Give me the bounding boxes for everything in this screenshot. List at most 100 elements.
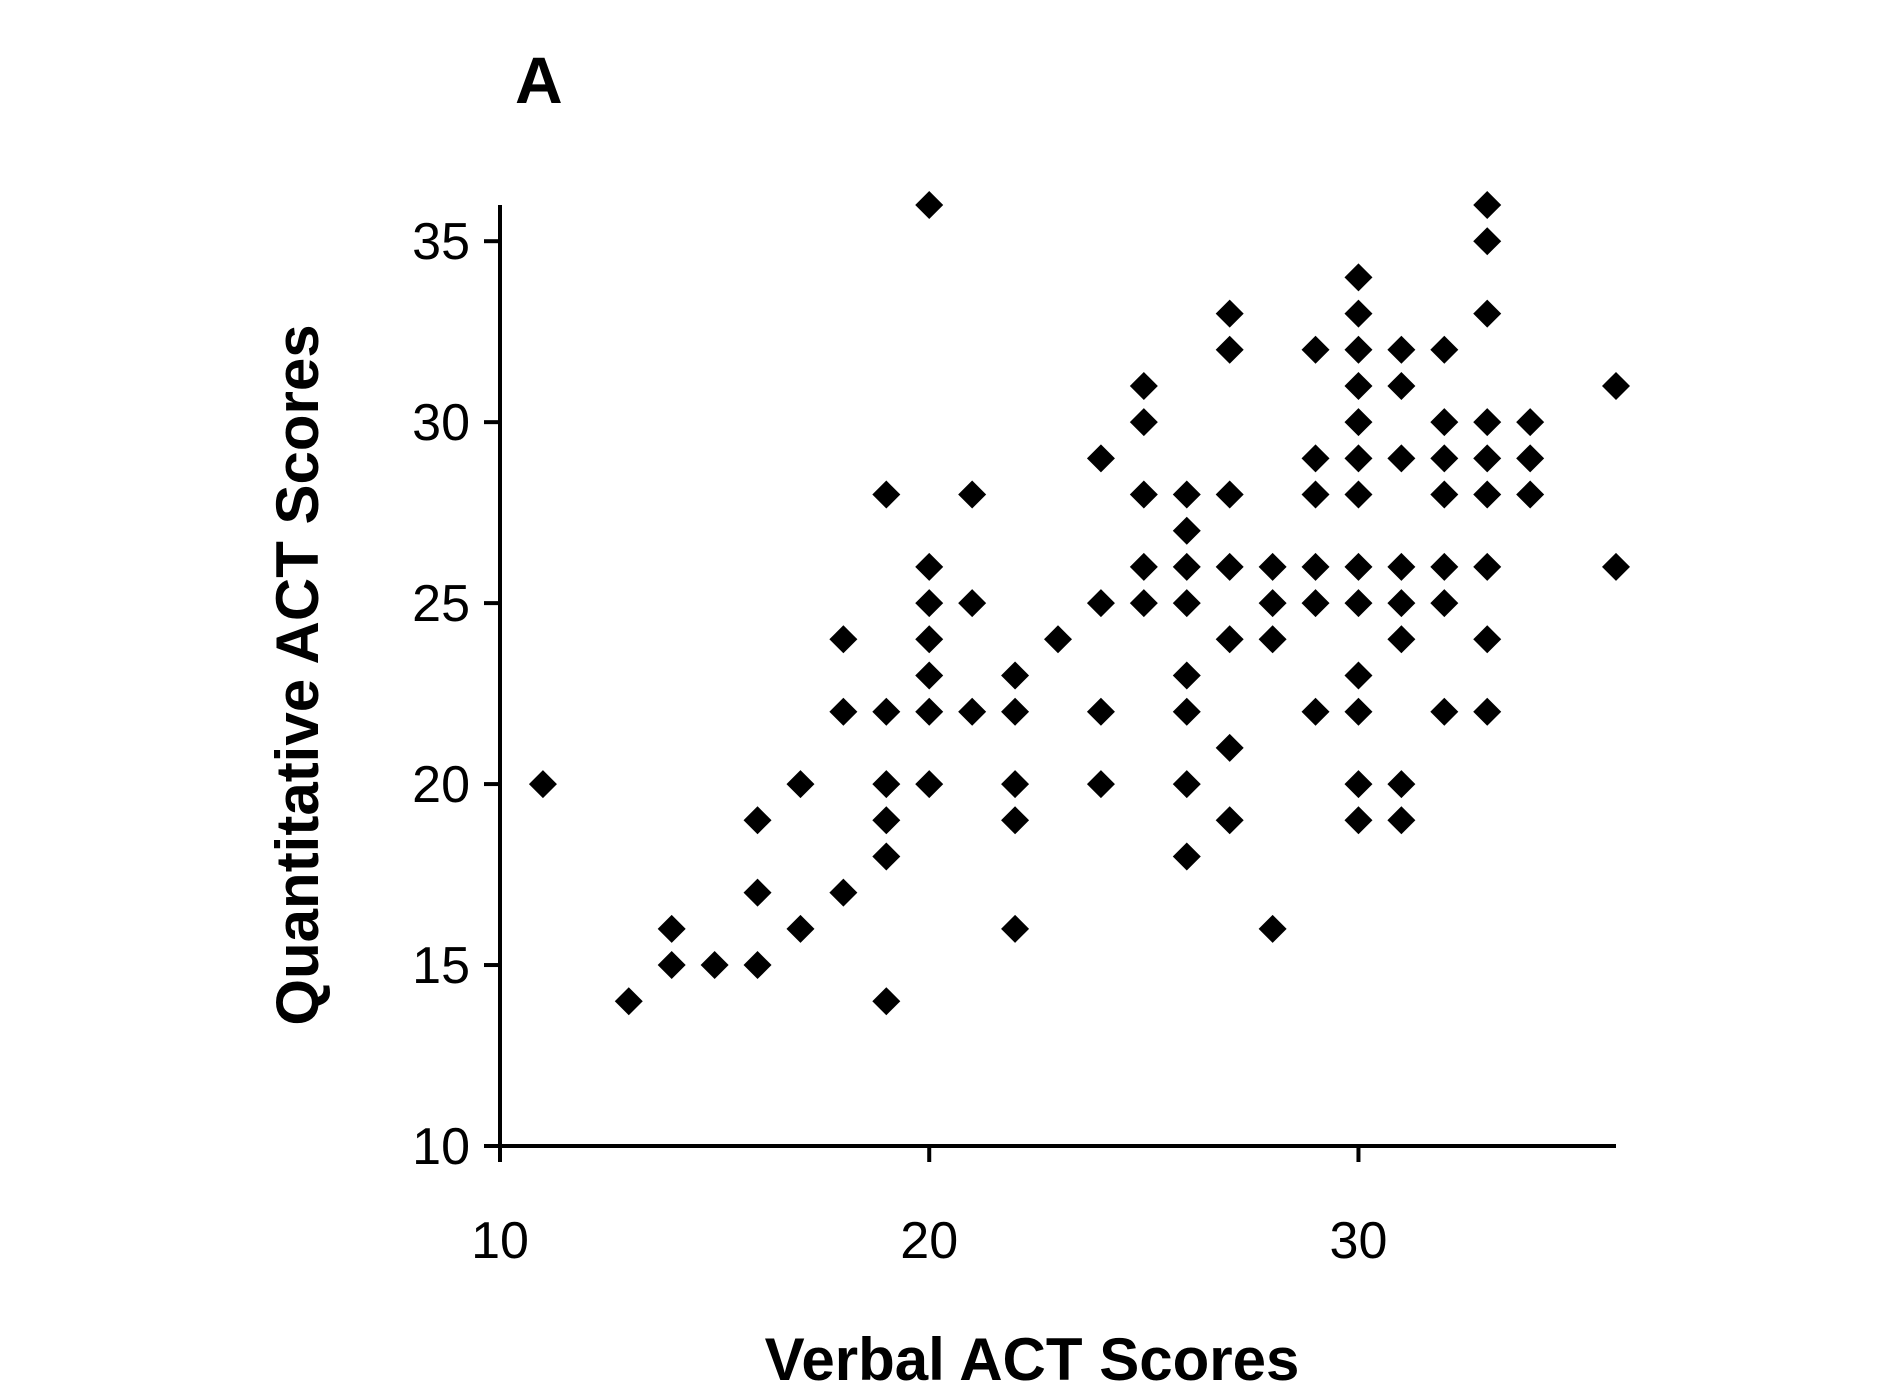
data-point bbox=[829, 625, 858, 654]
data-point bbox=[1516, 408, 1545, 437]
data-point bbox=[829, 878, 858, 907]
x-tick-label: 30 bbox=[1330, 1212, 1388, 1270]
data-point bbox=[1473, 299, 1502, 328]
data-point bbox=[1473, 444, 1502, 473]
data-point bbox=[1344, 480, 1373, 509]
data-point bbox=[872, 842, 901, 871]
data-point bbox=[1301, 480, 1330, 509]
data-point bbox=[1344, 770, 1373, 799]
data-point bbox=[1215, 480, 1244, 509]
data-point bbox=[872, 770, 901, 799]
data-point bbox=[1301, 444, 1330, 473]
data-point bbox=[1516, 480, 1545, 509]
data-point bbox=[1344, 589, 1373, 618]
data-point bbox=[915, 697, 944, 726]
data-point bbox=[1516, 444, 1545, 473]
data-point bbox=[1086, 444, 1115, 473]
data-point bbox=[1172, 552, 1201, 581]
data-point bbox=[1258, 914, 1287, 943]
y-ticks: 10 15 20 25 30 35 bbox=[412, 213, 500, 1176]
data-point bbox=[1258, 625, 1287, 654]
data-point bbox=[1129, 480, 1158, 509]
data-point bbox=[743, 878, 772, 907]
data-point bbox=[1215, 299, 1244, 328]
data-point bbox=[1473, 697, 1502, 726]
data-point bbox=[1387, 770, 1416, 799]
data-point bbox=[1172, 842, 1201, 871]
data-point bbox=[1301, 697, 1330, 726]
data-point bbox=[1387, 371, 1416, 400]
x-tick-label: 10 bbox=[471, 1212, 529, 1270]
data-point bbox=[1473, 408, 1502, 437]
data-point bbox=[1172, 661, 1201, 690]
data-point bbox=[1473, 552, 1502, 581]
data-point bbox=[829, 697, 858, 726]
data-point bbox=[915, 770, 944, 799]
data-point bbox=[1258, 552, 1287, 581]
data-point bbox=[1001, 914, 1030, 943]
data-point bbox=[1301, 335, 1330, 364]
data-point bbox=[1344, 552, 1373, 581]
data-point bbox=[1001, 806, 1030, 835]
data-point bbox=[1344, 263, 1373, 292]
y-tick-label: 10 bbox=[412, 1118, 470, 1176]
data-point bbox=[1344, 444, 1373, 473]
data-point bbox=[657, 951, 686, 980]
data-point bbox=[1387, 589, 1416, 618]
data-point bbox=[1172, 770, 1201, 799]
data-point bbox=[1473, 480, 1502, 509]
data-point bbox=[1172, 589, 1201, 618]
data-point bbox=[872, 697, 901, 726]
data-points bbox=[528, 191, 1630, 1016]
data-point bbox=[1430, 480, 1459, 509]
data-point bbox=[1301, 589, 1330, 618]
x-tick-label: 20 bbox=[900, 1212, 958, 1270]
data-point bbox=[1473, 625, 1502, 654]
data-point bbox=[1344, 335, 1373, 364]
data-point bbox=[1086, 770, 1115, 799]
data-point bbox=[1258, 589, 1287, 618]
data-point bbox=[1129, 552, 1158, 581]
data-point bbox=[1430, 589, 1459, 618]
y-tick-label: 35 bbox=[412, 213, 470, 271]
data-point bbox=[1473, 227, 1502, 256]
data-point bbox=[1129, 589, 1158, 618]
data-point bbox=[1344, 806, 1373, 835]
y-axis-title: Quantitative ACT Scores bbox=[264, 324, 331, 1025]
data-point bbox=[1430, 697, 1459, 726]
data-point bbox=[1001, 770, 1030, 799]
data-point bbox=[1387, 806, 1416, 835]
data-point bbox=[1387, 444, 1416, 473]
data-point bbox=[1129, 371, 1158, 400]
data-point bbox=[1430, 552, 1459, 581]
data-point bbox=[786, 914, 815, 943]
data-point bbox=[1387, 552, 1416, 581]
data-point bbox=[872, 987, 901, 1016]
data-point bbox=[1001, 697, 1030, 726]
data-point bbox=[1344, 661, 1373, 690]
data-point bbox=[915, 625, 944, 654]
data-point bbox=[743, 951, 772, 980]
data-point bbox=[1344, 697, 1373, 726]
data-point bbox=[1172, 480, 1201, 509]
data-point bbox=[786, 770, 815, 799]
data-point bbox=[1430, 444, 1459, 473]
data-point bbox=[743, 806, 772, 835]
data-point bbox=[1387, 335, 1416, 364]
data-point bbox=[1172, 516, 1201, 545]
data-point bbox=[915, 191, 944, 219]
data-point bbox=[1473, 191, 1502, 219]
data-point bbox=[958, 480, 987, 509]
panel-label: A bbox=[515, 43, 563, 117]
data-point bbox=[1044, 625, 1072, 654]
data-point bbox=[1215, 335, 1244, 364]
data-point bbox=[1086, 697, 1115, 726]
data-point bbox=[1215, 625, 1244, 654]
data-point bbox=[1215, 733, 1244, 762]
data-point bbox=[657, 914, 686, 943]
data-point bbox=[1430, 408, 1459, 437]
data-point bbox=[872, 480, 901, 509]
data-point bbox=[1602, 371, 1630, 400]
axes bbox=[498, 205, 1616, 1148]
